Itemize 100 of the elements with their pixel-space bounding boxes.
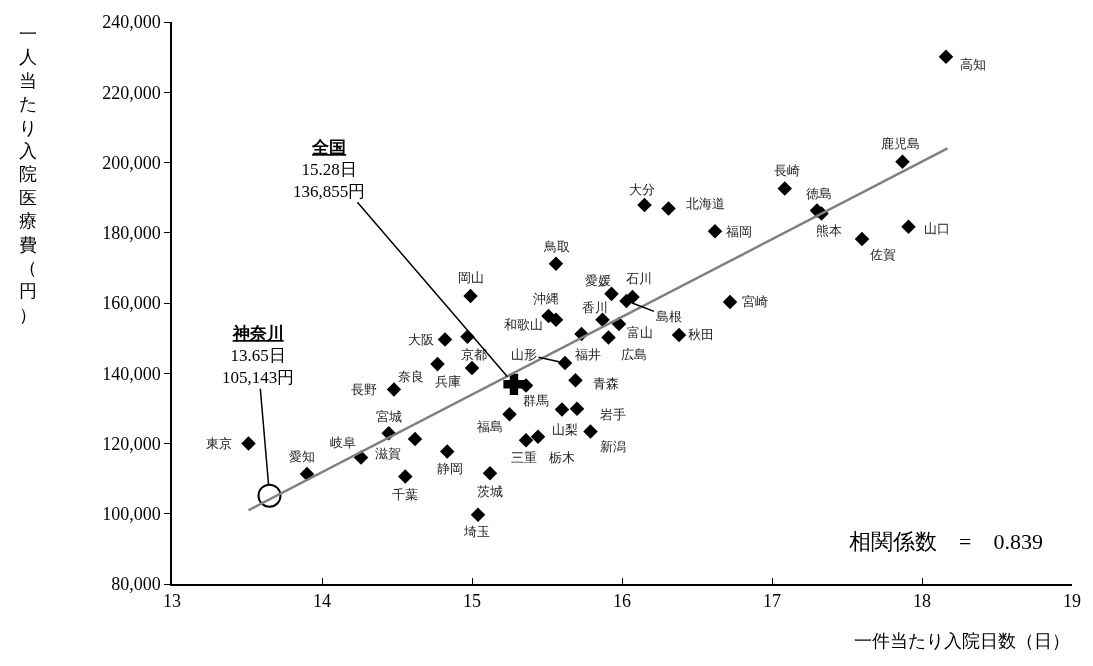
y-tick-label: 220,000 (102, 82, 161, 103)
annotation: 大分 (629, 182, 655, 197)
point (723, 295, 737, 309)
point (541, 309, 556, 323)
point (440, 444, 455, 459)
point (895, 154, 910, 169)
annotation: 神奈川 13.65日 105,143円 (222, 324, 295, 388)
y-tick-label: 140,000 (102, 363, 161, 384)
annotation: 福井 (575, 347, 601, 362)
annotation: 奈良 (398, 369, 424, 384)
point (549, 256, 563, 271)
point (555, 402, 569, 417)
annotation: 宮崎 (742, 294, 768, 309)
annotation: 滋賀 (375, 446, 401, 461)
x-tick-label: 14 (313, 591, 331, 612)
y-tick-label: 100,000 (102, 504, 161, 525)
annotation: 千葉 (392, 487, 418, 502)
annotation: 福岡 (726, 224, 752, 239)
annotation: 相関係数 = 0.839 (849, 529, 1043, 554)
point (708, 224, 722, 239)
y-tick-label: 200,000 (102, 152, 161, 173)
annotation: 鳥取 (543, 239, 570, 254)
point (583, 424, 598, 439)
point (460, 329, 475, 344)
annotation: 広島 (621, 347, 647, 362)
x-axis-title: 一件当たり入院日数（日） (854, 631, 1070, 651)
point (300, 467, 314, 481)
annotation: 山口 (924, 221, 950, 236)
point (939, 49, 953, 64)
annotation: 沖縄 (533, 291, 559, 306)
point (619, 294, 634, 308)
x-tick-label: 18 (913, 591, 931, 612)
annotation: 福島 (477, 419, 503, 434)
annotation: 鹿児島 (881, 136, 920, 151)
point (901, 219, 916, 234)
point (408, 432, 422, 446)
annotation: 北海道 (686, 196, 725, 211)
annotation: 栃木 (549, 450, 575, 465)
annotation: 大阪 (408, 332, 434, 347)
annotation: 岡山 (458, 270, 484, 285)
point (558, 356, 572, 370)
point (241, 436, 256, 451)
annotation: 青森 (593, 376, 619, 391)
point (855, 232, 869, 246)
point (595, 313, 610, 327)
point (568, 373, 583, 388)
annotation: 秋田 (688, 327, 714, 342)
x-tick-label: 15 (463, 591, 481, 612)
point (438, 332, 452, 347)
point (430, 357, 445, 371)
annotation: 高知 (960, 57, 986, 72)
annotation: 愛知 (289, 449, 315, 464)
annotation: 愛媛 (585, 273, 611, 288)
annotation: 山形 (511, 347, 537, 362)
x-tick-label: 19 (1063, 591, 1081, 612)
point (398, 469, 413, 484)
y-tick-label: 180,000 (102, 223, 161, 244)
y-tick-label: 80,000 (111, 574, 161, 595)
y-tick-label: 240,000 (102, 12, 161, 33)
point (463, 289, 478, 303)
annotation: 佐賀 (870, 247, 896, 262)
point (637, 198, 652, 212)
annotation: 和歌山 (504, 317, 543, 332)
x-tick-label: 16 (613, 591, 631, 612)
annotation: 兵庫 (435, 374, 461, 389)
annotation: 新潟 (600, 439, 626, 454)
annotation: 埼玉 (463, 524, 490, 539)
point (257, 483, 282, 508)
point (604, 287, 619, 301)
point (672, 328, 686, 342)
x-tick-label: 17 (763, 591, 781, 612)
annotation: 東京 (206, 436, 232, 451)
point (531, 429, 545, 444)
text: 一人当たり入院医療費（円） (19, 24, 37, 325)
annotation: 全国 15.28日 136,855円 (293, 138, 366, 202)
annotation: 三重 (511, 450, 537, 465)
annotation: 岐阜 (330, 435, 356, 450)
annotation: 山梨 (552, 422, 578, 437)
point (777, 181, 792, 196)
point (519, 433, 533, 448)
annotation: 岩手 (600, 407, 626, 422)
y-tick-label: 160,000 (102, 293, 161, 314)
x-tick-label: 13 (163, 591, 181, 612)
point (570, 401, 584, 416)
annotation: 宮城 (376, 409, 402, 424)
annotation: 富山 (627, 325, 653, 340)
point (661, 201, 676, 216)
point (471, 507, 485, 522)
y-tick-label: 120,000 (102, 433, 161, 454)
annotation: 長崎 (774, 163, 800, 178)
annotation: 茨城 (477, 484, 503, 499)
annotation: 石川 (626, 271, 652, 286)
point (387, 382, 401, 397)
point (601, 330, 616, 345)
annotation: 香川 (582, 300, 608, 315)
annotation: 京都 (461, 347, 487, 362)
annotation: 群馬 (523, 393, 549, 408)
point (502, 407, 517, 422)
annotation: 長野 (351, 382, 377, 397)
annotation: 島根 (656, 309, 682, 324)
